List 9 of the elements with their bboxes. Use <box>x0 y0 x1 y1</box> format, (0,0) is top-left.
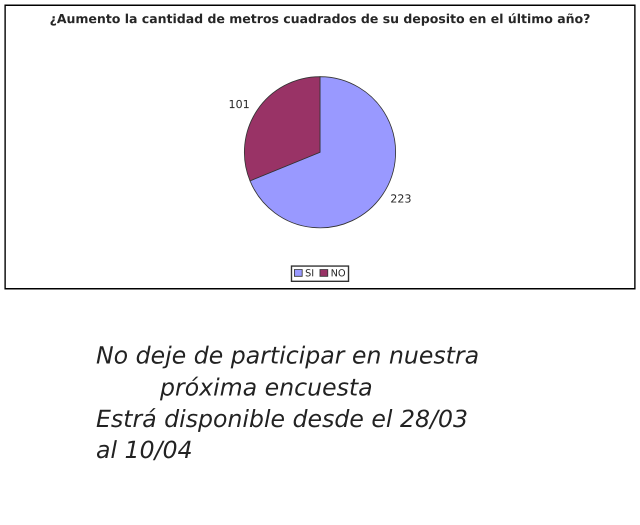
legend-label: SI <box>306 269 314 276</box>
text: al 10/04 <box>96 440 191 460</box>
data-label: 223 <box>391 194 411 203</box>
data-label: 101 <box>230 100 249 108</box>
chart-title: ¿Aumento la cantidad de metros cuadrados de su deposito en el último año? <box>50 13 590 26</box>
text: No deje de participar en nuestra <box>96 346 478 368</box>
legend-label: NO <box>332 269 346 276</box>
text: próxima encuesta <box>160 376 372 400</box>
text: Estrá disponible desde el 28/03 <box>96 408 466 432</box>
